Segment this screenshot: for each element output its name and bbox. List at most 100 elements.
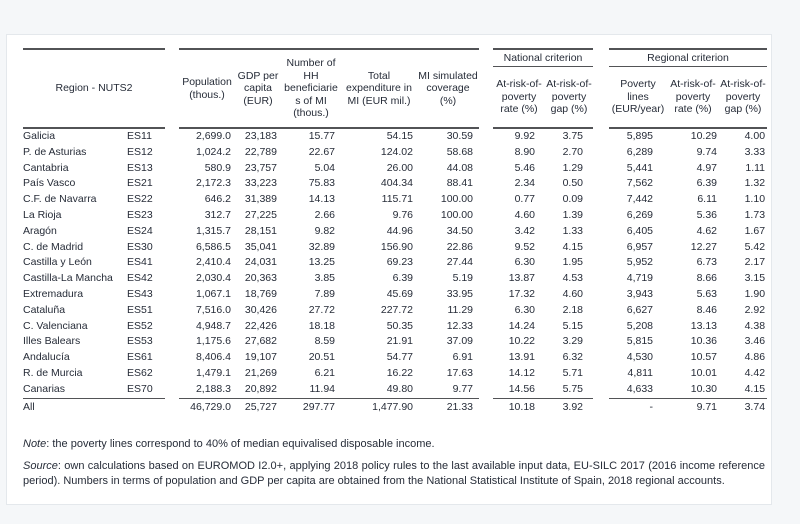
value-cell: 4,530: [626, 351, 654, 364]
value-cell: 2.92: [744, 303, 766, 316]
value-cell: 5,208: [626, 319, 654, 332]
value-cell: 10.18: [508, 400, 535, 413]
value-cell: 7,562: [626, 177, 654, 190]
value-cell: 2,188.3: [179, 381, 235, 399]
value-cell: 10.22: [508, 335, 535, 348]
column-gap: [165, 382, 179, 398]
column-gap: [479, 224, 493, 240]
value-cell: 34.50: [446, 224, 473, 237]
header-national-arop-gap: At-risk-of-poverty gap (%): [545, 66, 594, 129]
value-cell: 13.87: [508, 272, 535, 285]
column-gap: [479, 271, 493, 287]
column-gap: [593, 366, 609, 382]
table-row: Andalucía ES61 8,406.4 19,107 20.51 54.77 6.91…: [23, 350, 767, 366]
value-cell: 646.2: [204, 193, 231, 206]
nuts2-code-cell: ES43: [127, 287, 153, 300]
value-cell: 46,729.0: [190, 400, 231, 413]
region-cell: La Rioja: [23, 208, 62, 221]
value-cell: 12.27: [690, 240, 718, 253]
value-cell: 3.33: [744, 145, 766, 158]
value-cell: 27,682: [244, 335, 277, 348]
value-cell: 4.00: [744, 130, 766, 142]
table-row: Extremadura ES43 1,067.1 18,769 7.89 45.69 33.…: [23, 287, 767, 303]
value-cell: 4.60: [514, 208, 535, 221]
value-cell: 9.82: [314, 224, 335, 237]
column-gap: [593, 208, 609, 224]
value-cell: 13.13: [690, 319, 718, 332]
column-gap: [165, 128, 179, 145]
nuts2-code-cell: ES11: [127, 130, 152, 142]
value-cell: 10.30: [667, 381, 720, 399]
value-cell: 2,699.0: [195, 130, 231, 142]
column-gap: [593, 303, 609, 319]
table-body: Galicia ES11 2,699.0 23,183 15.77 54.15 30.59 9…: [23, 128, 768, 416]
value-cell: 100.00: [440, 193, 473, 206]
value-cell: 5.75: [545, 381, 594, 399]
header-regional-arop-gap: At-risk-of-poverty gap (%): [719, 66, 768, 129]
value-cell: 11.29: [447, 303, 474, 316]
column-gap: [165, 192, 179, 208]
header-population: Population (thous.): [179, 48, 235, 129]
value-cell: 4.97: [696, 161, 718, 174]
nuts2-code-cell: ES51: [127, 303, 153, 316]
nuts2-code-cell: ES61: [127, 351, 153, 364]
nuts2-code-cell: ES62: [127, 366, 153, 379]
column-gap: [479, 208, 493, 224]
value-cell: 4,811: [627, 366, 654, 379]
value-cell: 10.29: [690, 130, 718, 142]
value-cell: 14.24: [508, 319, 535, 332]
table-row: R. de Murcia ES62 1,479.1 21,269 6.21 16.22 17…: [23, 366, 767, 382]
value-cell: 33.95: [446, 287, 473, 300]
column-gap: [593, 287, 609, 303]
value-cell: 115.71: [381, 193, 413, 206]
value-cell: 31,389: [244, 193, 277, 206]
value-cell: 5,815: [626, 335, 654, 348]
value-cell: 1.11: [745, 161, 766, 174]
value-cell: 27,225: [244, 208, 277, 221]
source-line: Source: own calculations based on EUROMO…: [23, 459, 765, 489]
table-row: Castilla y León ES41 2,410.4 24,031 13.25 69.…: [23, 255, 767, 271]
column-gap: [593, 398, 609, 416]
header-gdp-per-capita: GDP per capita (EUR): [235, 48, 281, 129]
value-cell: 227.72: [380, 303, 413, 316]
value-cell: 1.95: [562, 256, 584, 269]
region-cell: All: [23, 400, 35, 413]
value-cell: 3.92: [562, 400, 584, 413]
column-gap: [165, 303, 179, 319]
value-cell: 9.77: [417, 381, 479, 399]
value-cell: 14.56: [493, 381, 545, 399]
value-cell: 1.90: [744, 287, 766, 300]
value-cell: 25,727: [244, 400, 277, 413]
value-cell: 6.21: [314, 366, 335, 379]
value-cell: 7,516.0: [195, 303, 231, 316]
value-cell: 5.19: [452, 272, 473, 285]
value-cell: 49.80: [341, 381, 417, 399]
value-cell: 6,627: [626, 303, 654, 316]
column-gap: [165, 271, 179, 287]
header-national-arop-rate: At-risk-of-poverty rate (%): [493, 66, 545, 129]
value-cell: 23,757: [244, 161, 277, 174]
nuts2-code-cell: [127, 398, 165, 416]
value-cell: 2.66: [314, 208, 335, 221]
column-gap: [479, 334, 493, 350]
column-gap: [593, 176, 609, 192]
column-gap: [593, 49, 609, 128]
table-row: Aragón ES24 1,315.7 28,151 9.82 44.96 34.50 3.4…: [23, 224, 767, 240]
column-gap: [165, 240, 179, 256]
value-cell: 4.86: [744, 351, 766, 364]
header-hh-beneficiaries: Number of HH beneficiaries of MI (thous.…: [281, 48, 341, 129]
header-regional-arop-rate: At-risk-of-poverty rate (%): [667, 66, 720, 129]
value-cell: 1.32: [744, 177, 766, 190]
value-cell: 4.38: [744, 319, 766, 332]
value-cell: 28,151: [244, 224, 277, 237]
value-cell: 11.94: [281, 381, 341, 399]
column-gap: [165, 145, 179, 161]
value-cell: 44.08: [446, 161, 473, 174]
value-cell: 45.69: [386, 287, 413, 300]
value-cell: 5.15: [562, 319, 584, 332]
table-row: C. Valenciana ES52 4,948.7 22,426 18.18 50.35…: [23, 319, 767, 335]
value-cell: 1.33: [562, 224, 584, 237]
value-cell: 88.41: [446, 177, 473, 190]
value-cell: 5.42: [744, 240, 766, 253]
value-cell: 3.85: [314, 272, 335, 285]
